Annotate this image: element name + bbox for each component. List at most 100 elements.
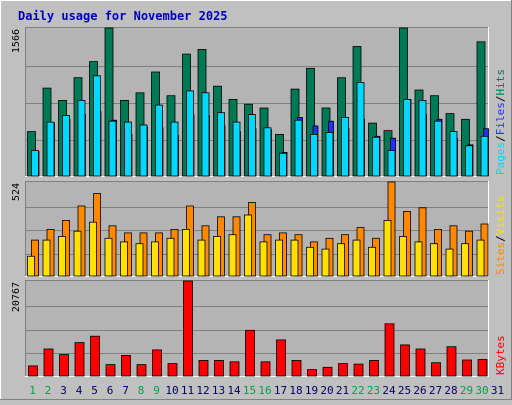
bar-visits-day-6 xyxy=(104,237,113,277)
bar-visits-day-19 xyxy=(306,246,314,277)
day-label-1: 1 xyxy=(29,384,36,397)
bar-kbytes-day-14 xyxy=(229,361,240,377)
bar-visits-day-29 xyxy=(461,243,469,277)
bar-pages-day-9 xyxy=(155,104,163,177)
bar-visits-day-28 xyxy=(445,248,454,277)
bar-pages-day-23 xyxy=(372,136,380,177)
legend-part-0: Sites xyxy=(494,242,507,275)
bar-pages-day-29 xyxy=(465,145,473,177)
legend-part-0: KBytes xyxy=(494,335,507,375)
bar-visits-day-17 xyxy=(275,239,283,277)
bar-pages-day-2 xyxy=(46,121,55,177)
bar-pages-day-27 xyxy=(434,120,442,177)
bar-pages-day-20 xyxy=(325,132,334,177)
bar-visits-day-12 xyxy=(197,239,206,277)
bar-visits-day-9 xyxy=(151,241,159,277)
bar-visits-day-5 xyxy=(89,221,97,277)
bar-visits-day-13 xyxy=(213,236,221,277)
bar-kbytes-day-7 xyxy=(121,354,131,377)
day-label-13: 13 xyxy=(212,384,225,397)
bar-kbytes-day-25 xyxy=(400,344,410,377)
day-label-17: 17 xyxy=(274,384,287,397)
bar-pages-day-21 xyxy=(341,117,349,177)
bar-kbytes-day-10 xyxy=(167,363,178,377)
bar-visits-day-11 xyxy=(182,228,190,277)
bar-pages-day-19 xyxy=(310,133,318,177)
day-label-11: 11 xyxy=(181,384,194,397)
bar-pages-day-3 xyxy=(62,115,70,177)
bar-kbytes-day-4 xyxy=(74,342,85,377)
bar-visits-day-4 xyxy=(73,230,82,277)
day-label-10: 10 xyxy=(165,384,178,397)
bar-pages-day-22 xyxy=(356,82,365,177)
bar-pages-day-16 xyxy=(263,127,272,177)
bar-kbytes-day-29 xyxy=(462,359,472,377)
day-label-26: 26 xyxy=(413,384,426,397)
bar-visits-day-1 xyxy=(27,255,35,277)
bar-pages-day-6 xyxy=(108,120,117,177)
bar-kbytes-day-16 xyxy=(260,361,271,377)
panel-kbytes: 20767 KBytes xyxy=(11,280,507,377)
bar-pages-day-1 xyxy=(31,150,39,177)
day-label-20: 20 xyxy=(320,384,333,397)
bar-visits-day-14 xyxy=(228,234,237,277)
bar-visits-day-2 xyxy=(42,239,51,277)
bar-pages-day-14 xyxy=(232,121,241,177)
bar-kbytes-day-9 xyxy=(152,349,162,377)
legend-visits: Sites/Visits xyxy=(494,196,507,276)
day-label-31: 31 xyxy=(491,384,504,397)
bar-visits-day-3 xyxy=(58,236,66,277)
bar-kbytes-day-22 xyxy=(353,363,364,377)
bar-pages-day-18 xyxy=(294,119,303,177)
bar-kbytes-day-5 xyxy=(90,335,100,377)
bar-kbytes-day-18 xyxy=(291,359,302,377)
bar-kbytes-day-28 xyxy=(446,346,457,377)
day-label-14: 14 xyxy=(227,384,241,397)
day-label-5: 5 xyxy=(91,384,98,397)
bar-visits-day-15 xyxy=(244,214,252,277)
legend-part-2: Files xyxy=(494,102,507,135)
bar-pages-day-11 xyxy=(186,90,194,177)
legend-part-0: Pages xyxy=(494,142,507,175)
day-labels-group: 1 2 3 4 5 6 7 8 9 10 11 12 13 14 15 16 17 18 19 20 21 22 23 24 2… xyxy=(29,384,504,397)
bar-visits-day-7 xyxy=(120,241,128,277)
bar-pages-day-15 xyxy=(248,114,256,177)
day-label-23: 23 xyxy=(367,384,380,397)
legend-part-3: / xyxy=(494,96,507,103)
bar-visits-day-20 xyxy=(321,248,330,277)
day-label-25: 25 xyxy=(398,384,411,397)
bar-kbytes-day-23 xyxy=(369,359,379,377)
chart-title: Daily usage for November 2025 xyxy=(18,9,228,23)
bar-kbytes-day-20 xyxy=(322,366,333,377)
bar-kbytes-day-30 xyxy=(477,359,488,377)
bar-kbytes-day-8 xyxy=(136,364,147,377)
day-label-7: 7 xyxy=(122,384,129,397)
bar-visits-day-25 xyxy=(399,236,407,277)
day-label-19: 19 xyxy=(305,384,318,397)
bar-kbytes-day-6 xyxy=(105,364,116,377)
day-label-24: 24 xyxy=(382,384,396,397)
bar-visits-day-26 xyxy=(414,241,423,277)
day-label-4: 4 xyxy=(76,384,83,397)
bar-pages-day-10 xyxy=(170,121,179,177)
day-label-29: 29 xyxy=(460,384,473,397)
day-label-3: 3 xyxy=(60,384,67,397)
day-label-15: 15 xyxy=(243,384,256,397)
bar-pages-day-7 xyxy=(124,121,132,177)
legend-part-4: Hits xyxy=(494,69,507,96)
bar-kbytes-day-15 xyxy=(245,329,255,377)
bar-visits-day-18 xyxy=(290,239,299,277)
day-label-12: 12 xyxy=(196,384,209,397)
bar-pages-day-24 xyxy=(387,150,396,177)
bar-pages-day-13 xyxy=(217,112,225,177)
bar-visits-day-30 xyxy=(476,239,485,277)
panel-background xyxy=(25,27,489,177)
legend-part-1: / xyxy=(494,235,507,242)
bar-pages-day-17 xyxy=(279,152,287,177)
day-label-2: 2 xyxy=(45,384,52,397)
bar-kbytes-day-3 xyxy=(59,354,69,377)
day-label-6: 6 xyxy=(107,384,114,397)
